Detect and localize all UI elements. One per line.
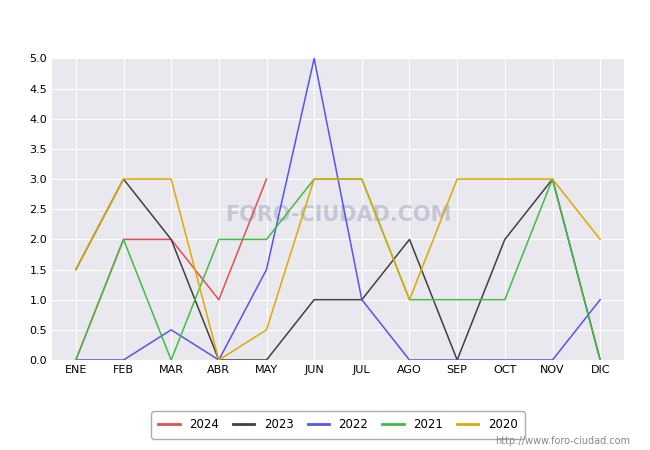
Text: FORO-CIUDAD.COM: FORO-CIUDAD.COM (225, 205, 451, 225)
Legend: 2024, 2023, 2022, 2021, 2020: 2024, 2023, 2022, 2021, 2020 (151, 411, 525, 438)
Text: Matriculaciones de Vehiculos en Quart de les Valls: Matriculaciones de Vehiculos en Quart de… (124, 16, 526, 31)
Text: http://www.foro-ciudad.com: http://www.foro-ciudad.com (495, 436, 630, 446)
